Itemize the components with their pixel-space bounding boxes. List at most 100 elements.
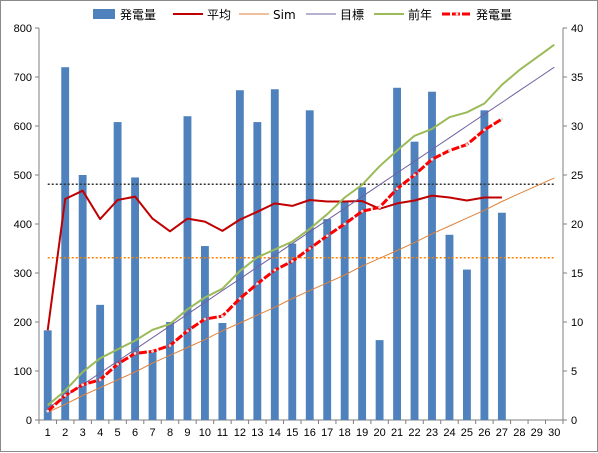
target-line bbox=[47, 66, 555, 409]
y-right-tick-label: 30 bbox=[571, 121, 583, 133]
bar-11 bbox=[218, 322, 227, 420]
x-tick-label: 15 bbox=[286, 427, 298, 439]
cumulative-point bbox=[203, 317, 207, 321]
y-right-tick-label: 20 bbox=[571, 219, 583, 231]
x-tick-label: 8 bbox=[167, 427, 173, 439]
y-right-tick-label: 40 bbox=[571, 23, 583, 35]
cumulative-point bbox=[186, 329, 189, 333]
bar-10 bbox=[201, 246, 209, 420]
legend-swatch-point bbox=[455, 12, 459, 16]
x-tick-label: 27 bbox=[496, 427, 508, 439]
bar-4 bbox=[96, 304, 105, 420]
bar-26 bbox=[480, 110, 489, 420]
bar-24 bbox=[445, 234, 454, 420]
bar-5 bbox=[113, 122, 122, 420]
x-tick-label: 24 bbox=[443, 427, 455, 439]
x-tick-label: 10 bbox=[199, 427, 211, 439]
legend-label: 目標 bbox=[340, 8, 364, 22]
bar-7 bbox=[148, 351, 157, 420]
legend-label: 発電量 bbox=[476, 8, 512, 22]
y-left-tick-label: 700 bbox=[14, 72, 32, 84]
bar-22 bbox=[410, 141, 419, 420]
x-tick-label: 18 bbox=[339, 427, 351, 439]
x-tick-label: 14 bbox=[269, 427, 281, 439]
cumulative-point bbox=[46, 409, 50, 413]
previous-year-line bbox=[47, 43, 555, 407]
cumulative-point bbox=[98, 378, 102, 382]
cumulative-point bbox=[151, 350, 154, 353]
bar-2 bbox=[61, 67, 70, 420]
sim-line bbox=[47, 177, 555, 413]
bar-3 bbox=[78, 175, 87, 420]
y-left-tick-label: 500 bbox=[14, 170, 32, 182]
cumulative-point bbox=[63, 394, 67, 397]
cumulative-point bbox=[430, 157, 434, 161]
cumulative-point bbox=[378, 205, 381, 209]
x-tick-label: 12 bbox=[234, 427, 246, 439]
x-tick-label: 1 bbox=[45, 427, 51, 439]
x-tick-label: 25 bbox=[461, 427, 473, 439]
x-tick-label: 11 bbox=[217, 427, 228, 439]
cumulative-point bbox=[255, 282, 259, 286]
average-line bbox=[46, 189, 502, 331]
cumulative-point bbox=[465, 143, 469, 147]
x-tick-label: 19 bbox=[356, 427, 368, 439]
y-right-tick-label: 15 bbox=[571, 268, 583, 280]
x-tick-label: 4 bbox=[97, 427, 103, 439]
x-tick-label: 2 bbox=[62, 427, 68, 439]
cumulative-point bbox=[308, 247, 312, 250]
y-left-tick-label: 800 bbox=[14, 23, 32, 35]
bar-8 bbox=[166, 322, 174, 420]
bar-16 bbox=[305, 110, 314, 420]
bar-18 bbox=[340, 201, 349, 420]
legend-swatch-bar bbox=[93, 9, 115, 19]
legend-label: Sim bbox=[273, 8, 296, 22]
cumulative-point bbox=[238, 297, 242, 300]
x-tick-label: 13 bbox=[251, 427, 263, 439]
cumulative-point bbox=[168, 344, 172, 347]
bar-27 bbox=[497, 212, 506, 420]
bar-20 bbox=[375, 340, 384, 420]
bar-13 bbox=[253, 122, 262, 420]
x-tick-label: 26 bbox=[478, 427, 490, 439]
y-left-tick-label: 0 bbox=[26, 415, 32, 427]
cumulative-point bbox=[500, 117, 504, 121]
cumulative-point bbox=[483, 128, 486, 132]
bar-6 bbox=[131, 177, 139, 420]
y-left-tick-label: 100 bbox=[14, 366, 32, 378]
x-tick-label: 3 bbox=[80, 427, 86, 439]
plot-area bbox=[39, 28, 563, 420]
bar-17 bbox=[323, 219, 332, 420]
y-left-tick-label: 200 bbox=[14, 317, 32, 329]
y-left-tick-label: 600 bbox=[14, 121, 32, 133]
x-tick-label: 28 bbox=[513, 427, 525, 439]
x-tick-label: 9 bbox=[184, 427, 190, 439]
x-tick-label: 21 bbox=[391, 427, 403, 439]
bar-21 bbox=[393, 87, 401, 420]
cumulative-point bbox=[448, 149, 451, 152]
cumulative-point bbox=[343, 222, 347, 226]
legend-label: 発電量 bbox=[120, 8, 156, 22]
x-tick-label: 6 bbox=[132, 427, 138, 439]
x-tick-label: 17 bbox=[321, 427, 333, 439]
bar-25 bbox=[463, 269, 471, 420]
x-tick-label: 22 bbox=[408, 427, 420, 439]
cumulative-point bbox=[395, 187, 399, 191]
bar-12 bbox=[235, 90, 244, 420]
cumulative-point bbox=[325, 234, 329, 238]
bar-14 bbox=[270, 89, 279, 420]
y-right-tick-label: 0 bbox=[571, 415, 577, 427]
bar-23 bbox=[428, 91, 436, 420]
y-right-tick-label: 35 bbox=[571, 72, 583, 84]
y-left-tick-label: 400 bbox=[14, 219, 32, 231]
cumulative-point bbox=[133, 351, 137, 355]
y-right-tick-label: 25 bbox=[571, 170, 583, 182]
x-tick-label: 30 bbox=[548, 427, 560, 439]
x-tick-label: 23 bbox=[426, 427, 438, 439]
y-left-tick-label: 300 bbox=[14, 268, 32, 280]
x-tick-label: 20 bbox=[373, 427, 385, 439]
x-tick-label: 7 bbox=[149, 427, 155, 439]
x-tick-label: 29 bbox=[531, 427, 543, 439]
legend-label: 平均 bbox=[207, 8, 231, 22]
